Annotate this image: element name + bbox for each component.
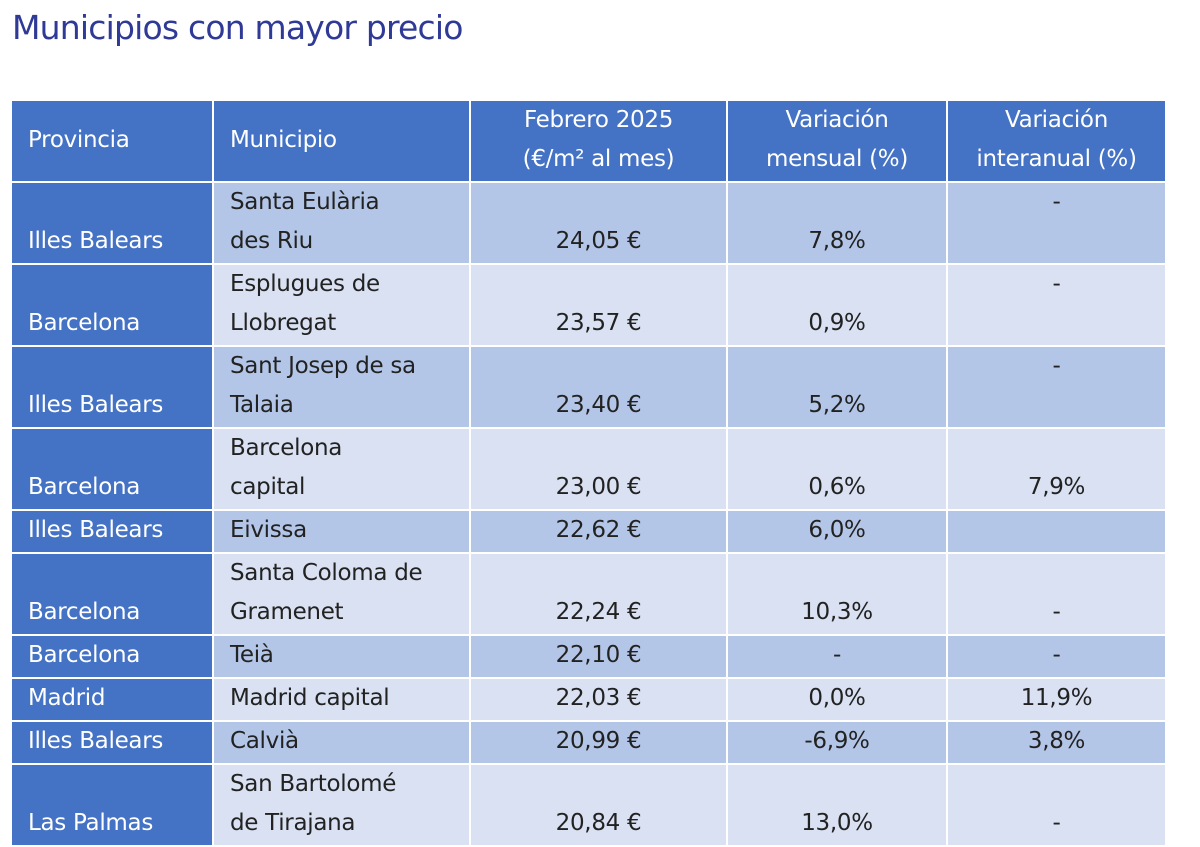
- cell-provincia: Las Palmas: [10, 763, 214, 847]
- cell-provincia: Barcelona: [10, 427, 214, 511]
- municipio-line: Barcelona: [230, 435, 343, 461]
- cell-precio: 23,40 €: [469, 345, 728, 429]
- cell-municipio: Santa Eulària des Riu: [212, 181, 471, 265]
- cell-variacion-interanual: -: [946, 763, 1167, 847]
- table-row: Illes Balears Calvià 20,99 € -6,9% 3,8%: [10, 720, 1167, 765]
- header-interanual-line1: Variación: [1005, 107, 1108, 133]
- municipio-line: Sant Josep de sa: [230, 353, 416, 379]
- cell-variacion-mensual: 0,6%: [726, 427, 948, 511]
- municipio-line: San Bartolomé: [230, 771, 397, 797]
- cell-municipio: Esplugues de Llobregat: [212, 263, 471, 347]
- cell-precio: 22,24 €: [469, 552, 728, 636]
- cell-precio: 20,84 €: [469, 763, 728, 847]
- cell-provincia: Illes Balears: [10, 345, 214, 429]
- cell-variacion-interanual: -: [946, 552, 1167, 636]
- cell-variacion-mensual: 6,0%: [726, 509, 948, 554]
- cell-precio: 23,57 €: [469, 263, 728, 347]
- header-precio: Febrero 2025 (€/m² al mes): [469, 99, 728, 183]
- cell-variacion-mensual: 0,0%: [726, 677, 948, 722]
- cell-variacion-interanual: -: [946, 345, 1167, 429]
- page-title: Municipios con mayor precio: [12, 8, 463, 47]
- table-row: Madrid Madrid capital 22,03 €0,0% 11,9%: [10, 677, 1167, 722]
- table-row: Barcelona Esplugues de Llobregat 23,57 €0,9…: [10, 263, 1167, 347]
- cell-variacion-interanual: 11,9%: [946, 677, 1167, 722]
- table-row: Barcelona Santa Coloma de Gramenet 22,24 €1…: [10, 552, 1167, 636]
- cell-variacion-interanual: -: [946, 181, 1167, 265]
- header-provincia: Provincia: [10, 99, 214, 183]
- cell-variacion-interanual: -: [946, 634, 1167, 679]
- cell-municipio: Madrid capital: [212, 677, 471, 722]
- municipio-line: Teià: [230, 642, 274, 668]
- cell-precio: 22,62 €: [469, 509, 728, 554]
- header-interanual: Variación interanual (%): [946, 99, 1167, 183]
- municipio-line: de Tirajana: [230, 810, 356, 836]
- table-row: Illes Balears Santa Eulària des Riu 24,05 €…: [10, 181, 1167, 265]
- cell-municipio: Santa Coloma de Gramenet: [212, 552, 471, 636]
- municipalities-table: Provincia Municipio Febrero 2025 (€/m² al…: [10, 99, 1167, 847]
- cell-variacion-mensual: -: [726, 634, 948, 679]
- municipio-line: Esplugues de: [230, 271, 380, 297]
- header-municipio: Municipio: [212, 99, 471, 183]
- table-row: Barcelona Teià 22,10 € - -: [10, 634, 1167, 679]
- cell-variacion-mensual: 0,9%: [726, 263, 948, 347]
- table-row: Illes Balears Eivissa 22,62 €6,0%: [10, 509, 1167, 554]
- header-precio-line1: Febrero 2025: [523, 107, 674, 133]
- cell-precio: 23,00 €: [469, 427, 728, 511]
- municipio-line: Santa Eulària: [230, 189, 380, 215]
- municipio-line: Gramenet: [230, 599, 344, 625]
- cell-municipio: Teià: [212, 634, 471, 679]
- table-row: Illes Balears Sant Josep de sa Talaia 23,40…: [10, 345, 1167, 429]
- municipio-line: Madrid capital: [230, 685, 390, 711]
- municipio-line: capital: [230, 474, 306, 500]
- cell-provincia: Illes Balears: [10, 509, 214, 554]
- municipio-line: Llobregat: [230, 310, 336, 336]
- municipio-line: Talaia: [230, 392, 294, 418]
- cell-variacion-mensual: 13,0%: [726, 763, 948, 847]
- cell-variacion-interanual: 3,8%: [946, 720, 1167, 765]
- cell-variacion-interanual: -: [946, 263, 1167, 347]
- header-mensual: Variación mensual (%): [726, 99, 948, 183]
- cell-precio: 22,10 €: [469, 634, 728, 679]
- cell-municipio: Sant Josep de sa Talaia: [212, 345, 471, 429]
- cell-provincia: Barcelona: [10, 263, 214, 347]
- cell-provincia: Barcelona: [10, 634, 214, 679]
- cell-variacion-mensual: 7,8%: [726, 181, 948, 265]
- municipio-line: Calvià: [230, 728, 299, 754]
- cell-variacion-mensual: 10,3%: [726, 552, 948, 636]
- header-precio-line2: (€/m² al mes): [522, 146, 675, 172]
- cell-municipio: Eivissa: [212, 509, 471, 554]
- cell-provincia: Barcelona: [10, 552, 214, 636]
- header-interanual-line2: interanual (%): [976, 146, 1137, 172]
- cell-precio: 22,03 €: [469, 677, 728, 722]
- table-row: Barcelona Barcelona capital 23,00 €0,6% 7,9%: [10, 427, 1167, 511]
- cell-municipio: San Bartolomé de Tirajana: [212, 763, 471, 847]
- municipio-line: Santa Coloma de: [230, 560, 423, 586]
- cell-variacion-interanual: 7,9%: [946, 427, 1167, 511]
- cell-provincia: Illes Balears: [10, 181, 214, 265]
- table-row: Las Palmas San Bartolomé de Tirajana 20,84 …: [10, 763, 1167, 847]
- cell-municipio: Calvià: [212, 720, 471, 765]
- cell-provincia: Madrid: [10, 677, 214, 722]
- municipio-line: Eivissa: [230, 517, 307, 543]
- header-mensual-line2: mensual (%): [766, 146, 908, 172]
- cell-municipio: Barcelona capital: [212, 427, 471, 511]
- cell-variacion-mensual: -6,9%: [726, 720, 948, 765]
- cell-precio: 20,99 €: [469, 720, 728, 765]
- cell-precio: 24,05 €: [469, 181, 728, 265]
- cell-variacion-mensual: 5,2%: [726, 345, 948, 429]
- cell-provincia: Illes Balears: [10, 720, 214, 765]
- cell-variacion-interanual: [946, 509, 1167, 554]
- municipio-line: des Riu: [230, 228, 313, 254]
- header-mensual-line1: Variación: [785, 107, 889, 133]
- table-header-row: Provincia Municipio Febrero 2025 (€/m² al…: [10, 99, 1167, 183]
